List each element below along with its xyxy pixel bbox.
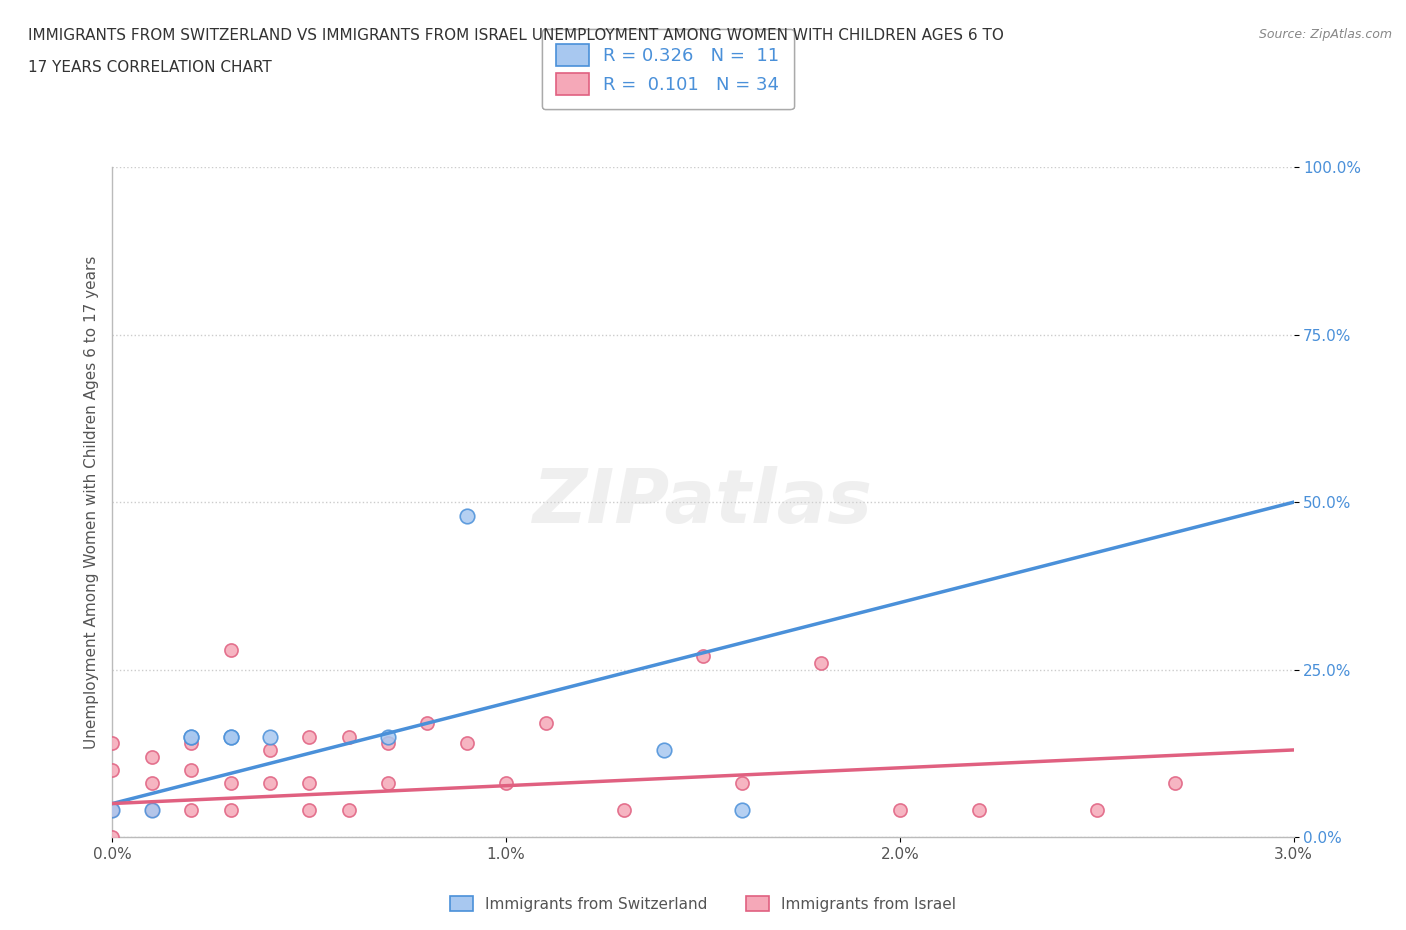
Point bbox=[1085, 803, 1108, 817]
Point bbox=[377, 736, 399, 751]
Point bbox=[298, 729, 321, 744]
Point bbox=[180, 803, 202, 817]
Point bbox=[219, 776, 242, 790]
Legend: Immigrants from Switzerland, Immigrants from Israel: Immigrants from Switzerland, Immigrants … bbox=[444, 889, 962, 918]
Point bbox=[219, 642, 242, 657]
Text: 17 YEARS CORRELATION CHART: 17 YEARS CORRELATION CHART bbox=[28, 60, 271, 75]
Point bbox=[889, 803, 911, 817]
Point bbox=[967, 803, 990, 817]
Point bbox=[298, 803, 321, 817]
Point bbox=[416, 716, 439, 731]
Point bbox=[141, 803, 163, 817]
Point bbox=[180, 763, 202, 777]
Point bbox=[219, 729, 242, 744]
Point bbox=[259, 776, 281, 790]
Point bbox=[141, 803, 163, 817]
Point bbox=[1164, 776, 1187, 790]
Point bbox=[495, 776, 517, 790]
Point bbox=[456, 736, 478, 751]
Point bbox=[337, 729, 360, 744]
Text: Source: ZipAtlas.com: Source: ZipAtlas.com bbox=[1258, 28, 1392, 41]
Point bbox=[259, 742, 281, 757]
Point bbox=[731, 803, 754, 817]
Point bbox=[810, 656, 832, 671]
Point bbox=[534, 716, 557, 731]
Y-axis label: Unemployment Among Women with Children Ages 6 to 17 years: Unemployment Among Women with Children A… bbox=[83, 256, 98, 749]
Point bbox=[613, 803, 636, 817]
Point bbox=[101, 763, 124, 777]
Point bbox=[337, 803, 360, 817]
Point bbox=[141, 776, 163, 790]
Legend: R = 0.326   N =  11, R =  0.101   N = 34: R = 0.326 N = 11, R = 0.101 N = 34 bbox=[541, 29, 793, 110]
Point bbox=[377, 729, 399, 744]
Point bbox=[377, 776, 399, 790]
Text: ZIPatlas: ZIPatlas bbox=[533, 466, 873, 538]
Point bbox=[180, 736, 202, 751]
Point bbox=[652, 742, 675, 757]
Point bbox=[101, 803, 124, 817]
Point bbox=[692, 649, 714, 664]
Point bbox=[731, 776, 754, 790]
Text: IMMIGRANTS FROM SWITZERLAND VS IMMIGRANTS FROM ISRAEL UNEMPLOYMENT AMONG WOMEN W: IMMIGRANTS FROM SWITZERLAND VS IMMIGRANT… bbox=[28, 28, 1004, 43]
Point bbox=[101, 803, 124, 817]
Point bbox=[141, 750, 163, 764]
Point bbox=[219, 803, 242, 817]
Point bbox=[180, 729, 202, 744]
Point bbox=[259, 729, 281, 744]
Point bbox=[298, 776, 321, 790]
Point bbox=[101, 830, 124, 844]
Point bbox=[180, 729, 202, 744]
Point bbox=[101, 736, 124, 751]
Point bbox=[219, 729, 242, 744]
Point bbox=[456, 508, 478, 523]
